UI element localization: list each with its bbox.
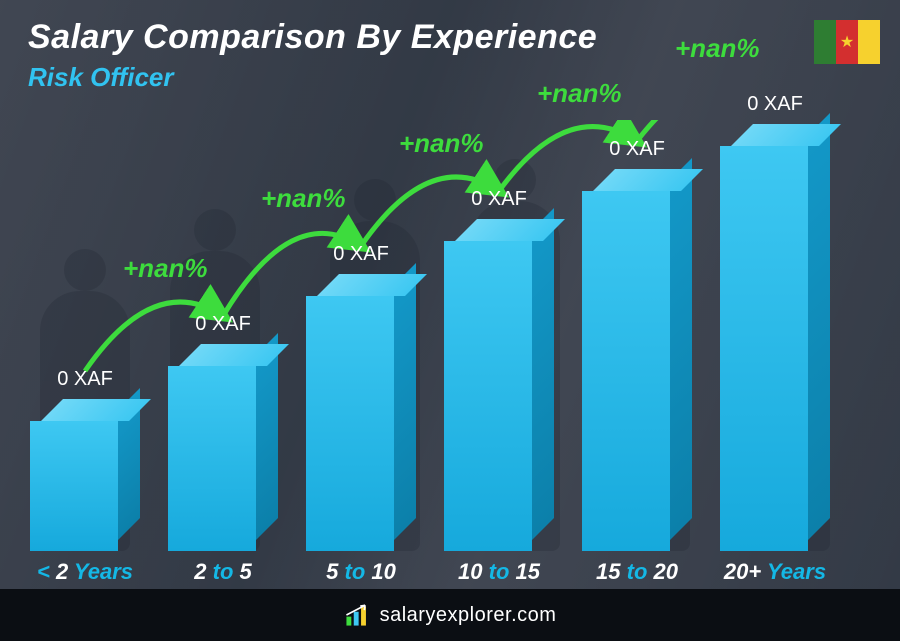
bar-value-label: 0 XAF: [15, 368, 155, 391]
bar-2: [306, 296, 416, 551]
bar-front: [306, 296, 394, 551]
bar-5: [720, 146, 830, 551]
x-category-label: 10 to 15: [429, 559, 569, 585]
bar-side: [394, 263, 416, 540]
x-category-label: 5 to 10: [291, 559, 431, 585]
flag-star-icon: ★: [840, 32, 854, 52]
bar-value-label: 0 XAF: [567, 138, 707, 161]
bar-front: [582, 191, 670, 551]
bar-value-label: 0 XAF: [429, 188, 569, 211]
site-logo-icon: [344, 602, 370, 628]
bar-value-label: 0 XAF: [291, 243, 431, 266]
delta-label: +nan%: [399, 128, 484, 159]
bar-3: [444, 241, 554, 551]
footer: salaryexplorer.com: [0, 589, 900, 641]
delta-label: +nan%: [261, 183, 346, 214]
bar-1: [168, 366, 278, 551]
bar-side: [670, 158, 692, 540]
bar-front: [30, 421, 118, 551]
country-flag-cameroon: ★: [814, 20, 880, 64]
flag-stripe-yellow: [858, 20, 880, 64]
bar-4: [582, 191, 692, 551]
bar-front: [720, 146, 808, 551]
delta-label: +nan%: [537, 78, 622, 109]
x-category-label: 2 to 5: [153, 559, 293, 585]
flag-stripe-green: [814, 20, 836, 64]
site-name: salaryexplorer.com: [380, 604, 557, 627]
delta-label: +nan%: [675, 33, 760, 64]
bar-side: [808, 113, 830, 540]
bar-0: [30, 421, 140, 551]
bar-front: [444, 241, 532, 551]
x-category-label: < 2 Years: [15, 559, 155, 585]
x-category-label: 15 to 20: [567, 559, 707, 585]
bar-value-label: 0 XAF: [705, 93, 845, 116]
delta-label: +nan%: [123, 253, 208, 284]
bar-side: [532, 208, 554, 540]
bar-value-label: 0 XAF: [153, 313, 293, 336]
chart-subtitle: Risk Officer: [28, 62, 173, 93]
chart-stage: Salary Comparison By Experience Risk Off…: [0, 0, 900, 641]
bar-front: [168, 366, 256, 551]
x-category-label: 20+ Years: [705, 559, 845, 585]
chart-title: Salary Comparison By Experience: [28, 18, 597, 57]
